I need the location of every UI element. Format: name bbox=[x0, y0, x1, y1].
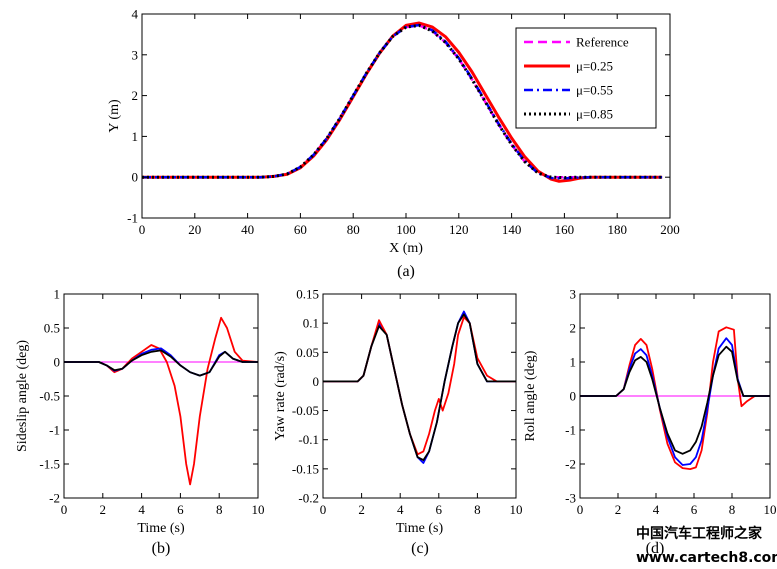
y-tick-label: 0 bbox=[132, 170, 139, 185]
x-tick-label: 2 bbox=[615, 502, 622, 517]
panel-caption: (d) bbox=[646, 540, 665, 557]
x-tick-label: 200 bbox=[660, 222, 680, 237]
legend-entry: Reference bbox=[576, 35, 629, 50]
plot-area bbox=[142, 21, 663, 183]
series-line-mu_025 bbox=[580, 326, 770, 471]
legend: Reference μ=0.25 μ=0.55 μ=0.85 bbox=[515, 27, 657, 129]
series-line-mu_025 bbox=[323, 316, 516, 456]
y-tick-label: -0.2 bbox=[298, 491, 319, 506]
y-axis-label: Y (m) bbox=[107, 99, 122, 133]
y-axis-label: Yaw rate (rad/s) bbox=[273, 351, 288, 441]
watermark-line2: www.cartech8.com bbox=[636, 550, 777, 566]
y-axis-label: Sideslip angle (deg) bbox=[15, 340, 30, 452]
y-tick-label: -2 bbox=[565, 457, 576, 472]
x-tick-label: 4 bbox=[653, 502, 660, 517]
y-tick-label: 0 bbox=[570, 389, 577, 404]
y-tick-label: 1 bbox=[132, 129, 139, 144]
y-tick-label: -1 bbox=[127, 211, 138, 226]
legend-entry: μ=0.85 bbox=[576, 107, 613, 122]
panel-caption: (b) bbox=[152, 540, 171, 557]
x-tick-label: 10 bbox=[252, 502, 265, 517]
x-tick-label: 2 bbox=[100, 502, 107, 517]
panel-caption: (c) bbox=[411, 540, 429, 557]
y-tick-label: -0.5 bbox=[39, 389, 60, 404]
x-axis-label: Time (s) bbox=[137, 521, 185, 536]
y-tick-label: 2 bbox=[570, 321, 577, 336]
panel-caption: (a) bbox=[397, 263, 415, 280]
x-tick-label: 0 bbox=[61, 502, 68, 517]
y-tick-label: -1 bbox=[565, 423, 576, 438]
y-tick-label: -0.05 bbox=[292, 403, 319, 418]
x-tick-label: 4 bbox=[138, 502, 145, 517]
series-line-mu_055 bbox=[323, 310, 516, 464]
x-tick-label: 60 bbox=[294, 222, 307, 237]
plot-area bbox=[323, 310, 516, 464]
x-tick-label: 80 bbox=[347, 222, 360, 237]
x-tick-label: 0 bbox=[139, 222, 146, 237]
y-tick-label: 0 bbox=[313, 374, 320, 389]
series-line-mu_085 bbox=[64, 349, 258, 377]
watermark: 中国汽车工程师之家 www.cartech8.com bbox=[636, 525, 777, 566]
axes-frame bbox=[63, 293, 259, 499]
x-tick-label: 0 bbox=[320, 502, 327, 517]
plot-area bbox=[64, 316, 258, 486]
x-tick-label: 160 bbox=[555, 222, 575, 237]
y-tick-label: 4 bbox=[132, 7, 139, 22]
x-axis-label: X (m) bbox=[389, 241, 423, 256]
x-tick-label: 8 bbox=[474, 502, 481, 517]
y-tick-label: -0.1 bbox=[298, 432, 319, 447]
x-tick-label: 10 bbox=[764, 502, 777, 517]
x-tick-label: 20 bbox=[188, 222, 201, 237]
x-tick-label: 140 bbox=[502, 222, 522, 237]
y-tick-label: 3 bbox=[132, 47, 139, 62]
legend-box bbox=[515, 27, 657, 129]
y-tick-label: -0.15 bbox=[292, 461, 319, 476]
x-tick-label: 6 bbox=[177, 502, 184, 517]
y-axis-label: Roll angle (deg) bbox=[523, 350, 538, 441]
x-tick-label: 2 bbox=[358, 502, 365, 517]
y-tick-label: 0.15 bbox=[296, 287, 319, 302]
y-tick-label: 0.05 bbox=[296, 345, 319, 360]
y-tick-label: -1 bbox=[49, 423, 60, 438]
series-line-mu_085 bbox=[580, 345, 770, 455]
y-tick-label: 2 bbox=[132, 88, 139, 103]
x-tick-label: 8 bbox=[729, 502, 736, 517]
axes-frame bbox=[322, 293, 517, 499]
y-tick-label: 0 bbox=[54, 355, 61, 370]
x-tick-label: 180 bbox=[607, 222, 627, 237]
x-tick-label: 40 bbox=[241, 222, 254, 237]
panel-d-roll-angle-chart: 0 2 4 6 8 10 -3 -2 -1 0 1 2 3 Roll angle (deg) (d) bbox=[523, 287, 777, 558]
x-tick-label: 8 bbox=[216, 502, 223, 517]
y-tick-label: 0.5 bbox=[44, 321, 60, 336]
y-tick-label: -2 bbox=[49, 491, 60, 506]
x-tick-label: 100 bbox=[396, 222, 416, 237]
legend-entry: μ=0.25 bbox=[576, 59, 613, 74]
y-tick-label: 1 bbox=[54, 287, 61, 302]
legend-entry: μ=0.55 bbox=[576, 83, 613, 98]
y-tick-label: 0.1 bbox=[303, 316, 319, 331]
y-tick-label: 1 bbox=[570, 355, 577, 370]
x-tick-label: 10 bbox=[510, 502, 523, 517]
x-tick-label: 6 bbox=[691, 502, 698, 517]
y-tick-label: 3 bbox=[570, 287, 577, 302]
watermark-line1: 中国汽车工程师之家 bbox=[636, 525, 763, 542]
x-tick-label: 120 bbox=[449, 222, 469, 237]
series-line-mu_085 bbox=[323, 313, 516, 462]
panel-c-yaw-rate-chart: 0 2 4 6 8 10 -0.2 -0.15 -0.1 -0.05 0 0.05 0.1 0.15 Tim… bbox=[273, 287, 523, 558]
y-tick-label: -1.5 bbox=[39, 457, 60, 472]
y-tick-label: -3 bbox=[565, 491, 576, 506]
x-tick-label: 4 bbox=[397, 502, 404, 517]
plot-area bbox=[580, 326, 770, 471]
x-tick-label: 6 bbox=[436, 502, 443, 517]
x-tick-label: 0 bbox=[577, 502, 584, 517]
x-axis-label: Time (s) bbox=[396, 521, 444, 536]
series-line-mu_025 bbox=[64, 316, 258, 486]
panel-b-sideslip-chart: 0 2 4 6 8 10 -2 -1.5 -1 -0.5 0 0.5 1 Time (s) Sideslip… bbox=[15, 287, 265, 558]
series-line-mu_055 bbox=[580, 337, 770, 466]
